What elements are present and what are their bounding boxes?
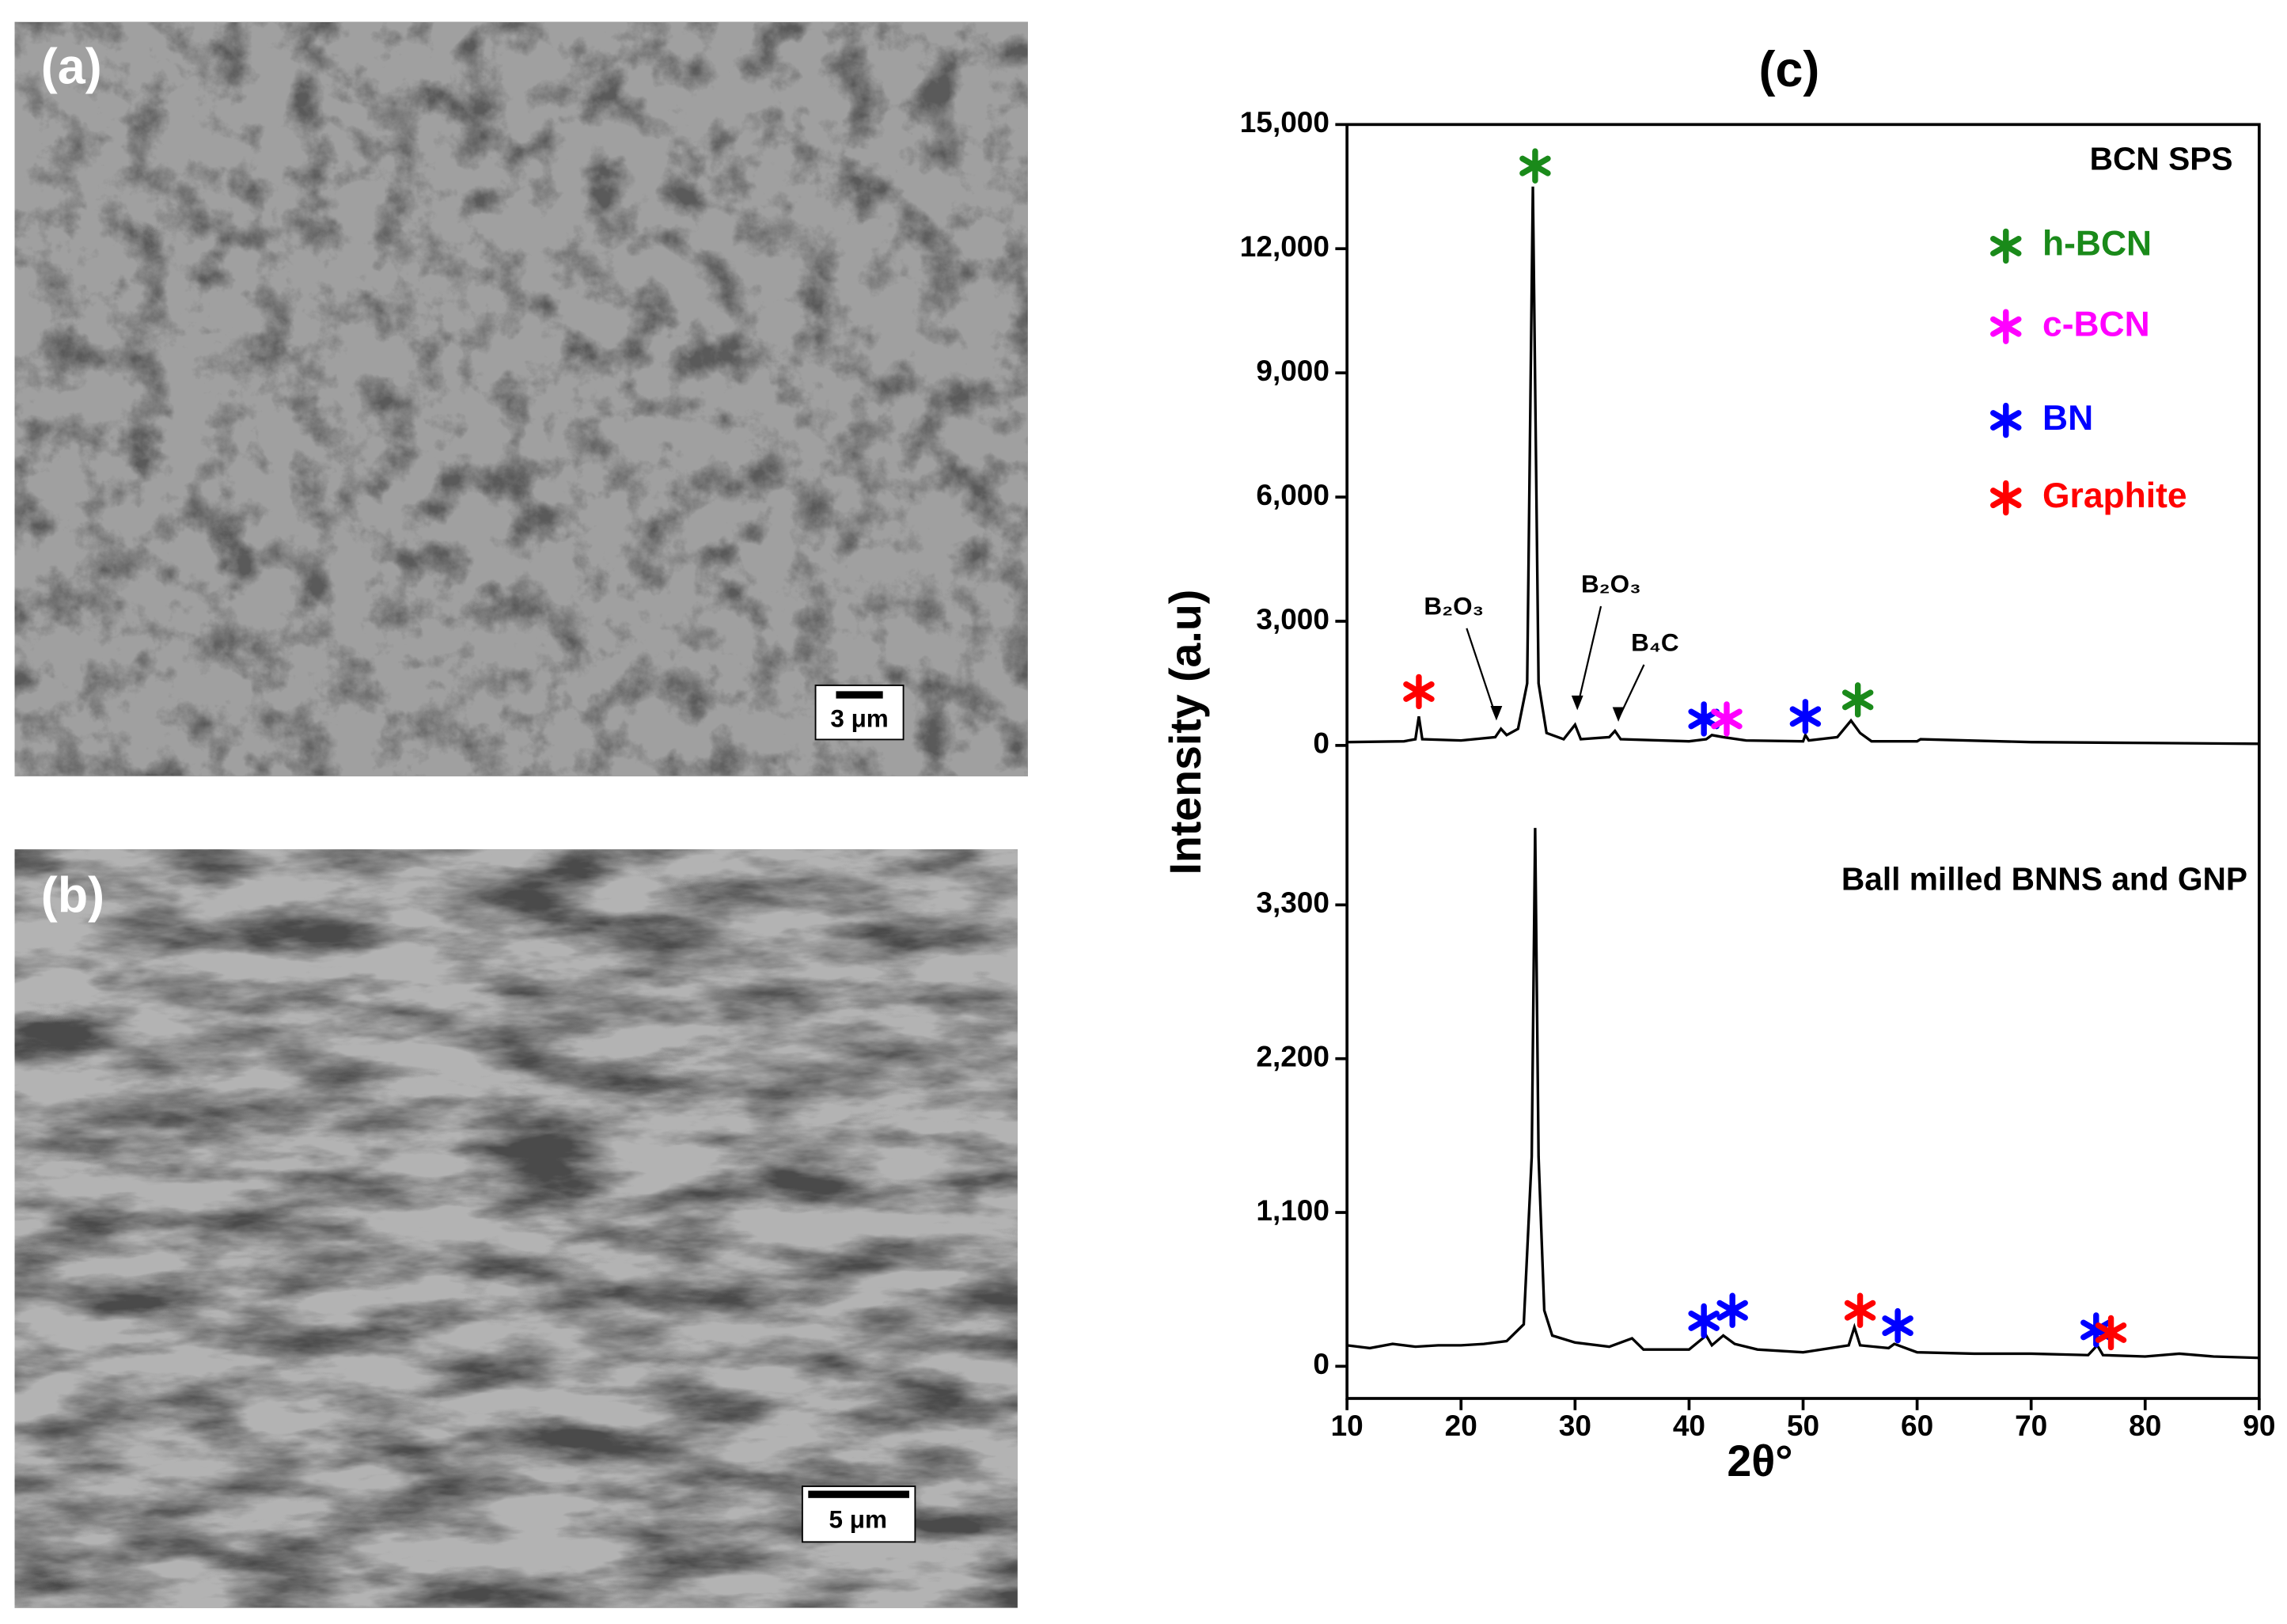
panel-b: (b) 5 μm bbox=[14, 849, 1018, 1608]
peak-marker bbox=[1403, 674, 1435, 710]
annotation: B₂O₃ bbox=[1424, 592, 1484, 620]
xrd-line bbox=[1346, 828, 2259, 1360]
peak-marker bbox=[1711, 701, 1743, 737]
x-tick-label: 70 bbox=[2015, 1410, 2047, 1442]
x-tick-label: 90 bbox=[2243, 1410, 2275, 1442]
legend-marker bbox=[1990, 228, 2022, 264]
y-tick-label: 2,200 bbox=[1256, 1040, 1329, 1072]
y-tick-label: 3,300 bbox=[1256, 886, 1329, 919]
annotation: B₄C bbox=[1631, 628, 1678, 656]
y-tick-label: 15,000 bbox=[1240, 106, 1329, 138]
legend-marker bbox=[1990, 402, 2022, 438]
panel-label: (b) bbox=[41, 868, 104, 924]
legend-label: Graphite bbox=[2042, 476, 2187, 515]
xrd-line bbox=[1347, 186, 2259, 746]
legend-marker bbox=[1990, 480, 2022, 516]
x-tick-label: 80 bbox=[2129, 1410, 2161, 1442]
peak-marker bbox=[1841, 682, 1874, 718]
x-tick-label: 60 bbox=[1901, 1410, 1933, 1442]
series-label: BCN SPS bbox=[2090, 140, 2233, 176]
peak-marker bbox=[1519, 148, 1551, 184]
series-label: Ball milled BNNS and GNP bbox=[1841, 861, 2247, 897]
peak-marker bbox=[1688, 1303, 1720, 1339]
legend-label: c-BCN bbox=[2042, 305, 2150, 343]
peak-marker bbox=[1844, 1292, 1876, 1328]
x-axis-label: 2θ° bbox=[1727, 1436, 1792, 1486]
peak-marker bbox=[2095, 1315, 2127, 1351]
chart-title: (c) bbox=[1758, 42, 1819, 97]
annotation-arrow bbox=[1576, 605, 1602, 708]
arrow-head bbox=[1612, 707, 1625, 723]
peak-marker bbox=[1688, 701, 1720, 737]
arrow-head bbox=[1490, 705, 1503, 721]
y-tick-label: 3,000 bbox=[1256, 603, 1329, 636]
y-tick-label: 0 bbox=[1313, 1348, 1329, 1380]
panel-a: (a) 3 μm bbox=[14, 21, 1028, 776]
peak-marker bbox=[1789, 699, 1822, 734]
x-tick-label: 30 bbox=[1559, 1410, 1591, 1442]
y-tick-label: 6,000 bbox=[1256, 479, 1329, 511]
x-tick-label: 10 bbox=[1331, 1410, 1363, 1442]
annotation-arrow bbox=[1466, 628, 1497, 719]
xrd-chart: (c) Intensity (a.u) 2θ° BCN SPS Ball mil… bbox=[1161, 42, 2275, 1486]
scale-bar-label: 3 μm bbox=[830, 705, 888, 733]
y-tick-label: 9,000 bbox=[1256, 355, 1329, 387]
legend-marker bbox=[1990, 309, 2022, 344]
legend-label: h-BCN bbox=[2042, 225, 2152, 264]
annotation: B₂O₃ bbox=[1581, 570, 1641, 598]
y-tick-label: 0 bbox=[1313, 727, 1329, 760]
y-tick-label: 1,100 bbox=[1256, 1194, 1329, 1227]
x-tick-label: 20 bbox=[1445, 1410, 1477, 1442]
x-tick-label: 40 bbox=[1673, 1410, 1705, 1442]
arrow-head bbox=[1571, 695, 1583, 711]
y-tick-label: 12,000 bbox=[1240, 230, 1329, 263]
scale-bar-label: 5 μm bbox=[829, 1506, 887, 1534]
x-tick-label: 50 bbox=[1787, 1410, 1819, 1442]
legend-label: BN bbox=[2042, 399, 2093, 438]
panel-label: (a) bbox=[41, 39, 102, 94]
peak-marker bbox=[1716, 1292, 1748, 1328]
y-axis-label: Intensity (a.u) bbox=[1161, 590, 1210, 875]
peak-marker bbox=[1882, 1307, 1913, 1344]
